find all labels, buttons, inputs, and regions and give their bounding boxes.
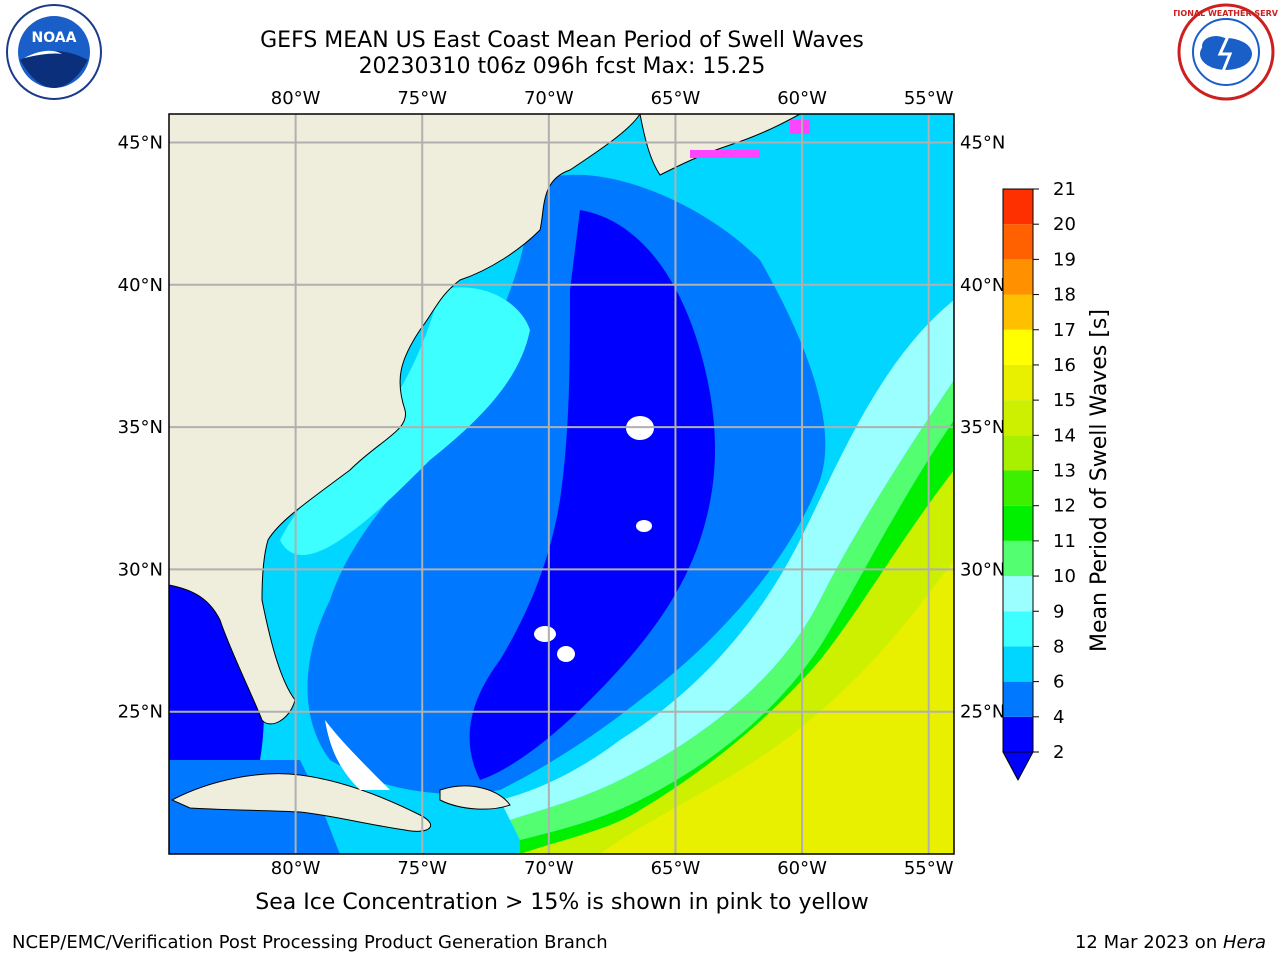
colorbar-tick-label: 16 xyxy=(1053,355,1076,376)
noaa-logo-text: NOAA xyxy=(32,30,77,46)
colorbar-segment xyxy=(1003,681,1033,717)
lon-label-top: 75°W xyxy=(397,88,447,109)
colorbar-tick-label: 2 xyxy=(1053,742,1064,763)
map-gridlines xyxy=(169,114,954,854)
colorbar-tick-label: 21 xyxy=(1053,179,1076,200)
lon-label-bottom: 60°W xyxy=(777,858,827,879)
colorbar-segment xyxy=(1003,646,1033,682)
lat-label-right: 25°N xyxy=(960,702,1005,723)
lat-label-right: 40°N xyxy=(960,275,1005,296)
colorbar-segment xyxy=(1003,435,1033,471)
nws-logo: NATIONAL WEATHER SERVICE xyxy=(1174,3,1278,101)
map-frame-content xyxy=(169,114,954,854)
no-data-patch xyxy=(534,626,556,642)
period-band-14 xyxy=(600,560,954,854)
colorbar-tick-label: 15 xyxy=(1053,390,1076,411)
lat-label-left: 35°N xyxy=(118,417,163,438)
sea-ice-marker xyxy=(790,120,810,134)
period-band-9 xyxy=(500,300,954,820)
shelf-band-8 xyxy=(280,287,530,555)
lat-label-left: 40°N xyxy=(118,275,163,296)
lon-label-bottom: 75°W xyxy=(397,858,447,879)
latitude-tick-labels: 45°N 45°N 40°N 40°N 35°N 35°N 30°N 30°N 25°N 25°N xyxy=(118,132,1006,722)
colorbar-tick-label: 11 xyxy=(1053,531,1076,552)
bahamas-no-data xyxy=(325,720,390,790)
colorbar-tick-label: 6 xyxy=(1053,672,1064,693)
colorbar-tick-label: 17 xyxy=(1053,320,1076,341)
map-border xyxy=(168,113,955,855)
lon-label-bottom: 55°W xyxy=(904,858,954,879)
colorbar-segment xyxy=(1003,470,1033,506)
lat-label-right: 45°N xyxy=(960,132,1005,153)
footer-date: 12 Mar 2023 on Hera xyxy=(1075,932,1266,953)
lat-label-left: 25°N xyxy=(118,702,163,723)
lon-label-bottom: 65°W xyxy=(651,858,701,879)
chart-title: GEFS MEAN US East Coast Mean Period of S… xyxy=(260,28,864,53)
cuba-land xyxy=(170,773,432,832)
colorbar-tick-label: 10 xyxy=(1053,566,1076,587)
colorbar-tick-label: 14 xyxy=(1053,425,1076,446)
chart-subtitle: 20230310 t06z 096h fcst Max: 15.25 xyxy=(358,54,766,79)
hispaniola-land xyxy=(439,785,511,810)
colorbar-segment xyxy=(1003,364,1033,401)
colorbar-label: Mean Period of Swell Waves [s] xyxy=(1087,309,1112,652)
colorbar-segment xyxy=(1003,294,1033,330)
colorbar-segment xyxy=(1003,189,1033,225)
footer-machine: Hera xyxy=(1222,932,1266,953)
colorbar-tick-label: 8 xyxy=(1053,636,1064,657)
colorbar-tick-label: 4 xyxy=(1053,707,1064,728)
longitude-tick-labels: 80°W 80°W 75°W 75°W 70°W 70°W 65°W 65°W 60°W 60°W… xyxy=(271,88,954,879)
no-data-patch xyxy=(557,646,575,662)
noaa-logo: NOAA xyxy=(6,4,102,100)
colorbar-tick-label: 18 xyxy=(1053,285,1076,306)
colorbar-segment xyxy=(1003,259,1033,295)
colorbar-tick-label: 20 xyxy=(1053,214,1076,235)
colorbar-extend-min xyxy=(1002,751,1034,782)
footer-producer: NCEP/EMC/Verification Post Processing Pr… xyxy=(12,932,608,953)
lat-label-right: 35°N xyxy=(960,417,1005,438)
lon-label-top: 55°W xyxy=(904,88,954,109)
colorbar-segment xyxy=(1003,716,1033,752)
colorbar-segment xyxy=(1003,329,1033,365)
lat-label-right: 30°N xyxy=(960,559,1005,580)
maritime-land xyxy=(639,114,801,176)
colorbar-segment xyxy=(1003,576,1033,612)
lat-label-left: 45°N xyxy=(118,132,163,153)
lon-label-top: 70°W xyxy=(524,88,574,109)
lon-label-top: 80°W xyxy=(271,88,321,109)
north-america-land xyxy=(169,114,641,725)
lon-label-bottom: 70°W xyxy=(524,858,574,879)
period-band-1 xyxy=(469,210,715,780)
colorbar-tick-label: 12 xyxy=(1053,496,1076,517)
sea-ice-note: Sea Ice Concentration > 15% is shown in … xyxy=(255,890,869,915)
colorbar-tick-label: 19 xyxy=(1053,249,1076,270)
lon-label-top: 60°W xyxy=(777,88,827,109)
footer-date-text: 12 Mar 2023 on xyxy=(1074,932,1223,953)
colorbar-segment xyxy=(1003,224,1033,260)
colorbar-segment xyxy=(1003,611,1033,647)
colorbar-tick-label: 9 xyxy=(1053,601,1064,622)
colorbar: 2 4 6 8 9 10 11 12 13 14 15 16 17 18 19 20 21 Mean Period… xyxy=(1002,179,1112,782)
colorbar-segment xyxy=(1003,540,1033,577)
lat-label-left: 30°N xyxy=(118,559,163,580)
colorbar-tick-label: 13 xyxy=(1053,461,1076,482)
lon-label-top: 65°W xyxy=(651,88,701,109)
colorbar-segment xyxy=(1003,400,1033,436)
lon-label-bottom: 80°W xyxy=(271,858,321,879)
nws-logo-text: NATIONAL WEATHER SERVICE xyxy=(1174,9,1278,18)
no-data-patch xyxy=(636,520,652,532)
colorbar-segment xyxy=(1003,505,1033,541)
sea-ice-marker xyxy=(690,150,760,158)
